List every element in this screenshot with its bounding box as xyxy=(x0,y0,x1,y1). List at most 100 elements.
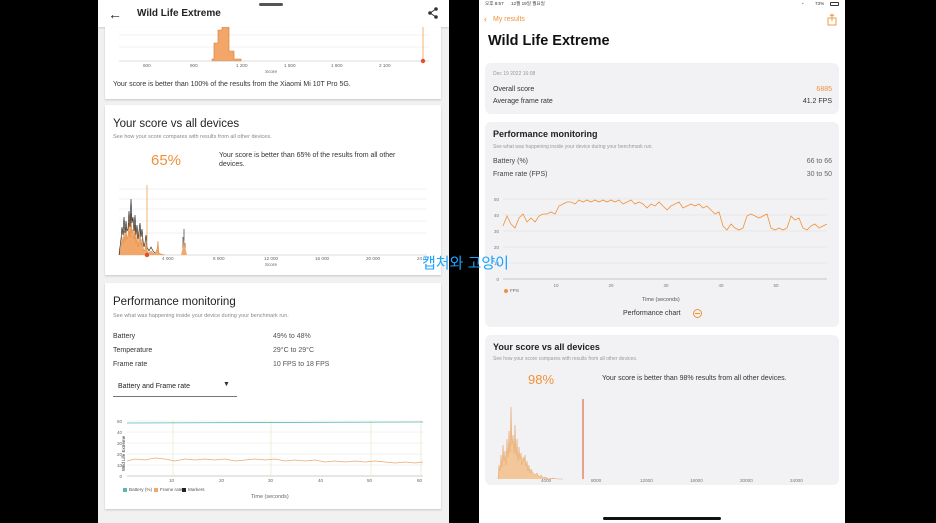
percentile-value: 98% xyxy=(528,372,555,387)
dropdown-value: Battery and Frame rate xyxy=(118,383,190,390)
x-axis-label: Time (seconds) xyxy=(251,494,289,500)
expand-icon xyxy=(693,309,702,318)
app-bar-title: Wild Life Extreme xyxy=(137,8,221,19)
tick-label: 24 0 xyxy=(417,256,426,261)
your-score-marker xyxy=(144,252,150,258)
battery-icon xyxy=(830,2,839,6)
x-tick: 20 xyxy=(608,283,614,288)
drag-handle[interactable] xyxy=(259,3,283,6)
metric-label: Frame rate xyxy=(113,361,148,368)
card-title: Performance monitoring xyxy=(113,296,236,308)
metric-label: Battery xyxy=(113,333,136,340)
legend-swatch xyxy=(504,289,508,293)
axis-label: Score xyxy=(265,69,278,74)
x-tick: 10 xyxy=(553,283,559,288)
tick-label: 4000 xyxy=(541,478,552,483)
percentile-value: 65% xyxy=(151,152,182,169)
battery-line xyxy=(126,421,424,424)
score-vs-all-card: Your score vs all devices See how your s… xyxy=(105,105,441,275)
overall-score-value: 6885 xyxy=(816,86,832,93)
tick-label: 600 xyxy=(143,63,151,68)
status-battery: 73% xyxy=(815,1,825,6)
legend-label: Battery (%) xyxy=(129,487,152,492)
tick-label: 12000 xyxy=(640,478,653,483)
performance-chart-label: Performance chart xyxy=(623,310,681,317)
y-tick: 50 xyxy=(117,419,123,424)
x-tick: 10 xyxy=(169,478,175,483)
share-icon[interactable] xyxy=(427,7,439,19)
tick-label: 12 000 xyxy=(264,256,279,261)
metric-value: 49% to 48% xyxy=(273,333,311,340)
x-tick: 60 xyxy=(417,478,423,483)
average-frame-rate-value: 41.2 FPS xyxy=(802,98,832,105)
score-vs-all-card: Your score vs all devices See how your s… xyxy=(485,335,839,485)
legend-label: FPS xyxy=(510,288,519,293)
tick-label: 20 000 xyxy=(366,256,381,261)
legend-swatch xyxy=(182,488,186,492)
ios-screen: 오후 8:57 12월 19일 월요일 ◔ 73% ‹ My results W… xyxy=(479,0,845,523)
device-histogram xyxy=(119,27,429,64)
status-date: 12월 19일 월요일 xyxy=(511,1,545,6)
tick-label: 16000 xyxy=(690,478,703,483)
tick-label: 8 000 xyxy=(213,256,225,261)
performance-chart: 50 40 30 20 10 0 Wild Life Extreme xyxy=(117,419,424,479)
back-label: My results xyxy=(493,16,525,23)
percentile-desc-line2: devices. xyxy=(219,161,245,168)
chart-type-dropdown[interactable]: Battery and Frame rate ▼ xyxy=(113,378,237,397)
x-tick: 20 xyxy=(219,478,225,483)
tick-label: 900 xyxy=(190,63,198,68)
card-title: Your score vs all devices xyxy=(113,118,240,130)
chevron-down-icon: ▼ xyxy=(223,381,230,388)
y-tick: 50 xyxy=(494,197,500,202)
y-tick: 40 xyxy=(494,213,500,218)
wifi-icon: ◔ xyxy=(801,1,804,6)
histogram-area xyxy=(497,406,563,480)
x-tick: 30 xyxy=(663,283,669,288)
y-tick: 20 xyxy=(494,245,500,250)
tick-label: 24000 xyxy=(790,478,803,483)
android-screen: ← Wild Life Extreme 600 900 1 200 1 500 … xyxy=(98,0,449,523)
metric-value: 66 to 66 xyxy=(806,158,832,165)
back-arrow-icon[interactable]: ← xyxy=(108,6,122,22)
summary-card: Dec 19 2022 16:08 Overall score 6885 Ave… xyxy=(485,63,839,114)
frame-rate-line xyxy=(126,457,424,464)
overall-score-label: Overall score xyxy=(493,86,535,93)
tick-label: 4 000 xyxy=(162,256,174,261)
y-tick: 0 xyxy=(496,277,499,282)
legend-label: Markers xyxy=(188,487,205,492)
histogram-outline xyxy=(118,198,156,256)
overlay-caption: 캡처와 고양이 xyxy=(422,255,509,272)
histogram-area xyxy=(118,212,166,256)
home-indicator[interactable] xyxy=(603,517,721,520)
device-comparison-caption: Your score is better than 100% of the re… xyxy=(113,81,351,88)
card-title: Performance monitoring xyxy=(493,129,598,139)
minus-glyph xyxy=(695,313,700,314)
card-title: Your score vs all devices xyxy=(493,342,600,352)
all-devices-histogram xyxy=(118,185,427,258)
x-tick: 40 xyxy=(318,478,324,483)
metric-value: 30 to 50 xyxy=(806,171,832,178)
fps-line xyxy=(502,199,828,231)
page-title: Wild Life Extreme xyxy=(488,33,610,49)
vertical-label: Wild Life Extreme xyxy=(121,435,126,471)
status-time: 오후 8:57 xyxy=(485,1,504,6)
fps-chart: 50 40 30 20 10 0 10 20 30 40 50 xyxy=(494,197,828,288)
x-axis-label: Time (seconds) xyxy=(642,297,680,303)
tick-label: 8000 xyxy=(591,478,602,483)
average-frame-rate-label: Average frame rate xyxy=(493,98,553,105)
tick-label: 20000 xyxy=(740,478,753,483)
legend-label: Frame rate xyxy=(160,487,183,492)
legend-swatch xyxy=(154,488,158,492)
share-icon[interactable] xyxy=(827,14,837,26)
histogram-bars xyxy=(211,27,242,62)
card-subtitle: See how your score compares with results… xyxy=(113,134,272,140)
performance-monitoring-card: Performance monitoring See what was happ… xyxy=(485,122,839,327)
tick-label: 1 800 xyxy=(331,63,343,68)
y-tick: 30 xyxy=(494,229,500,234)
metric-label: Battery (%) xyxy=(493,158,529,165)
performance-monitoring-card: Performance monitoring See what was happ… xyxy=(105,283,441,509)
all-devices-histogram xyxy=(497,399,584,480)
y-tick: 0 xyxy=(119,474,122,479)
card-subtitle: See what was happening inside your devic… xyxy=(113,313,289,319)
percentile-desc: Your score is better than 98% results fr… xyxy=(602,375,787,382)
